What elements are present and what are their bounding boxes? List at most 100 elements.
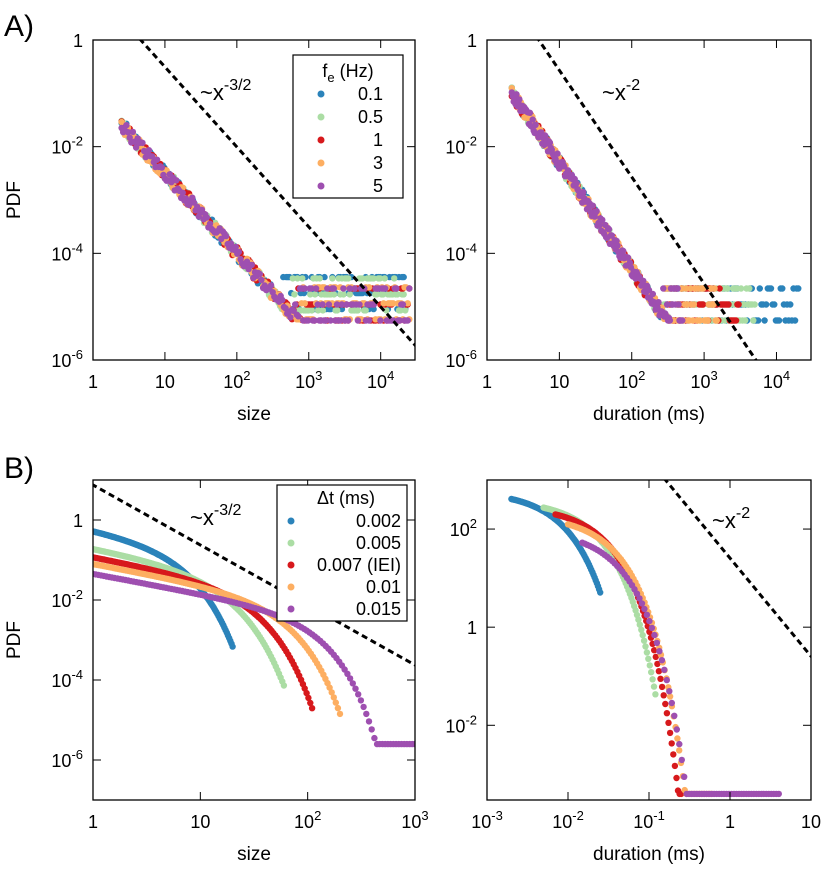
data-point [139, 139, 146, 147]
reference-label: ~x-3/2 [200, 77, 252, 105]
data-point [123, 122, 130, 129]
data-point [658, 683, 666, 691]
data-point [194, 203, 201, 211]
y-tick-label: 1 [73, 511, 83, 531]
data-point [327, 317, 334, 324]
data-point [394, 291, 401, 298]
legend-marker [287, 605, 295, 613]
data-point [791, 317, 799, 324]
data-point [554, 150, 561, 157]
data-point [646, 662, 653, 669]
data-point [334, 704, 342, 712]
data-point [671, 712, 678, 719]
data-point [305, 694, 312, 702]
data-point [755, 317, 762, 324]
data-point [357, 697, 365, 704]
data-point [597, 589, 604, 596]
legend-entry: 5 [373, 176, 383, 196]
series-0.002 [508, 495, 604, 596]
data-point [663, 710, 671, 717]
data-point [676, 747, 683, 754]
data-point [314, 307, 322, 314]
data-point [704, 317, 711, 324]
data-point [182, 195, 190, 202]
x-tick-label: 1 [482, 372, 492, 392]
data-point [687, 285, 694, 292]
data-point [666, 693, 674, 700]
data-point [732, 317, 740, 324]
legend-marker [317, 90, 325, 98]
y-tick-label: 10-4 [51, 240, 83, 264]
chart-plot-area [508, 480, 811, 798]
x-tick-label: 102 [618, 368, 645, 392]
data-point [532, 121, 539, 129]
data-point [775, 790, 782, 798]
data-point [529, 116, 536, 123]
data-point [307, 291, 314, 298]
data-point [371, 734, 378, 742]
legend-title: fe (Hz) [322, 61, 373, 85]
data-point [643, 611, 651, 618]
data-point [329, 275, 336, 282]
data-point [334, 307, 341, 314]
data-point [118, 118, 125, 126]
data-point [145, 147, 153, 154]
series-3 [508, 85, 720, 324]
x-tick-label: 10-2 [552, 808, 584, 832]
chart-A-duration: 1 10 102 103 104 1 10-2 10-4 10-6 duration (ms) ~x… [445, 31, 812, 425]
chart-A-size: 1 10 102 103 104 1 10-2 10-4 10-6 size PDF ~x-3/2 fe… [4, 31, 416, 425]
data-point [301, 285, 308, 292]
data-point [711, 285, 718, 292]
data-point [651, 647, 658, 654]
data-point [653, 639, 661, 647]
data-point [319, 307, 327, 314]
data-point [666, 688, 673, 695]
data-point [336, 710, 344, 718]
data-point [316, 275, 323, 282]
data-point [655, 299, 662, 306]
data-point [370, 275, 377, 282]
data-point [666, 317, 674, 324]
data-point [624, 254, 632, 261]
data-point [663, 676, 670, 684]
y-tick-label: 10-6 [51, 347, 83, 371]
data-point [673, 774, 680, 782]
y-tick-label: 10-2 [445, 134, 477, 158]
data-point [346, 291, 353, 298]
panel-label-a: A) [4, 10, 34, 43]
data-point [390, 300, 397, 307]
data-point [580, 189, 587, 196]
data-point [660, 692, 667, 699]
legend-entry: 0.01 [366, 577, 401, 597]
data-point [761, 317, 768, 324]
y-tick-label: 10-6 [445, 347, 477, 371]
data-point [332, 699, 339, 706]
x-tick-label: 103 [295, 368, 322, 392]
data-point [308, 285, 315, 292]
series-5 [508, 89, 686, 324]
legend-entry: 0.5 [358, 107, 383, 127]
axis-frame [92, 479, 416, 801]
chart-plot-area [508, 40, 802, 360]
data-point [648, 624, 656, 632]
data-point [655, 668, 663, 675]
data-point [362, 307, 369, 314]
x-axis: 1 10 102 103 104 [482, 40, 790, 392]
data-point [596, 222, 603, 229]
data-point [189, 194, 196, 201]
data-point [516, 96, 523, 103]
data-point [675, 301, 682, 308]
data-point [235, 248, 243, 256]
data-point [767, 285, 775, 292]
x-tick-label: 10 [801, 812, 821, 832]
data-point [671, 762, 679, 770]
reference-line [663, 480, 811, 659]
x-tick-label: 10-3 [471, 808, 503, 832]
x-tick-label: 102 [223, 368, 250, 392]
data-point [699, 301, 707, 308]
legend-entry: 0.1 [358, 84, 383, 104]
reference-label: ~x-2 [602, 77, 640, 105]
y-axis-label: PDF [4, 621, 25, 659]
